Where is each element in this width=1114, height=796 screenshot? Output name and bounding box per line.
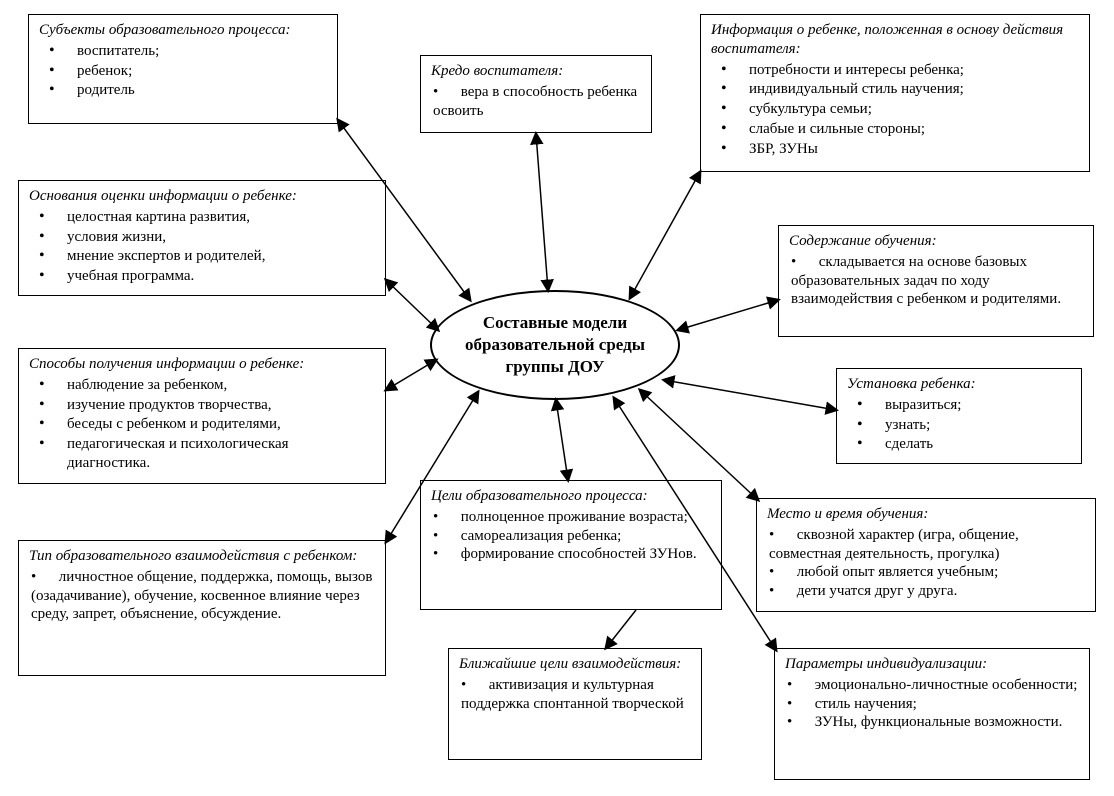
box-interaction-type: Тип образовательного взаимодействия с ре… bbox=[18, 540, 386, 676]
box-title: Основания оценки информации о ребенке: bbox=[29, 187, 375, 206]
list-item: • эмоционально-личностные особенности; bbox=[787, 676, 1079, 695]
box-list: выразиться;узнать;сделать bbox=[847, 396, 1071, 454]
center-node: Составные модели образовательной среды г… bbox=[430, 290, 680, 400]
box-title: Ближайшие цели взаимодействия: bbox=[459, 655, 691, 674]
box-title: Информация о ребенке, положенная в основ… bbox=[711, 21, 1079, 59]
list-item: слабые и сильные стороны; bbox=[715, 120, 1079, 139]
box-goals: Цели образовательного процесса: • полноце… bbox=[420, 480, 722, 610]
list-item: родитель bbox=[43, 81, 327, 100]
box-title: Место и время обучения: bbox=[767, 505, 1085, 524]
box-title: Параметры индивидуализации: bbox=[785, 655, 1079, 674]
box-child-setting: Установка ребенка: выразиться;узнать;сдел… bbox=[836, 368, 1082, 464]
connector bbox=[630, 172, 700, 298]
list-item: потребности и интересы ребенка; bbox=[715, 61, 1079, 80]
box-list: • полноценное проживание возраста;• само… bbox=[431, 508, 711, 564]
list-item: • вера в способность ребенка освоить bbox=[433, 83, 641, 121]
list-item: • полноценное проживание возраста; bbox=[433, 508, 711, 527]
box-near-goals: Ближайшие цели взаимодействия: • активиза… bbox=[448, 648, 702, 760]
list-item: • любой опыт является учебным; bbox=[769, 563, 1085, 582]
list-item: • стиль научения; bbox=[787, 695, 1079, 714]
list-item: мнение экспертов и родителей, bbox=[33, 247, 375, 266]
list-item: беседы с ребенком и родителями, bbox=[33, 415, 375, 434]
list-item: учебная программа. bbox=[33, 267, 375, 286]
connector bbox=[386, 280, 438, 330]
box-list: воспитатель;ребенок;родитель bbox=[39, 42, 327, 100]
list-item: выразиться; bbox=[851, 396, 1071, 415]
box-methods: Способы получения информации о ребенке: н… bbox=[18, 348, 386, 484]
connector bbox=[556, 400, 568, 480]
connector bbox=[664, 380, 836, 410]
box-list: целостная картина развития,условия жизни… bbox=[29, 208, 375, 286]
list-item: сделать bbox=[851, 435, 1071, 454]
list-item: • самореализация ребенка; bbox=[433, 527, 711, 546]
box-list: наблюдение за ребенком,изучение продукто… bbox=[29, 376, 375, 473]
box-title: Установка ребенка: bbox=[847, 375, 1071, 394]
list-item: • личностное общение, поддержка, помощь,… bbox=[31, 568, 375, 624]
box-list: • складывается на основе базовых образов… bbox=[789, 253, 1083, 309]
list-item: индивидуальный стиль научения; bbox=[715, 80, 1079, 99]
box-list: • активизация и культурная поддержка спо… bbox=[459, 676, 691, 714]
box-list: потребности и интересы ребенка;индивидуа… bbox=[711, 61, 1079, 159]
box-title: Содержание обучения: bbox=[789, 232, 1083, 251]
list-item: • активизация и культурная поддержка спо… bbox=[461, 676, 691, 714]
connector bbox=[386, 360, 436, 390]
box-list: • эмоционально-личностные особенности;• … bbox=[785, 676, 1079, 732]
box-title: Субъекты образовательного процесса: bbox=[39, 21, 327, 40]
box-subjects: Субъекты образовательного процесса: воспи… bbox=[28, 14, 338, 124]
list-item: • сквозной характер (игра, общение, совм… bbox=[769, 526, 1085, 564]
list-item: • ЗУНы, функциональные возможности. bbox=[787, 713, 1079, 732]
connector bbox=[678, 300, 778, 330]
box-place-time: Место и время обучения: • сквозной характ… bbox=[756, 498, 1096, 612]
box-list: • сквозной характер (игра, общение, совм… bbox=[767, 526, 1085, 601]
box-credo: Кредо воспитателя: • вера в способность р… bbox=[420, 55, 652, 133]
list-item: наблюдение за ребенком, bbox=[33, 376, 375, 395]
connector bbox=[606, 610, 636, 648]
list-item: • дети учатся друг у друга. bbox=[769, 582, 1085, 601]
list-item: узнать; bbox=[851, 416, 1071, 435]
list-item: целостная картина развития, bbox=[33, 208, 375, 227]
box-title: Цели образовательного процесса: bbox=[431, 487, 711, 506]
box-title: Кредо воспитателя: bbox=[431, 62, 641, 81]
box-content: Содержание обучения: • складывается на ос… bbox=[778, 225, 1094, 337]
box-title: Тип образовательного взаимодействия с ре… bbox=[29, 547, 375, 566]
connector bbox=[536, 134, 548, 290]
list-item: педагогическая и психологическая диагнос… bbox=[33, 435, 375, 473]
box-eval-basis: Основания оценки информации о ребенке: це… bbox=[18, 180, 386, 296]
list-item: условия жизни, bbox=[33, 228, 375, 247]
list-item: • складывается на основе базовых образов… bbox=[791, 253, 1083, 309]
box-individualization: Параметры индивидуализации: • эмоциональн… bbox=[774, 648, 1090, 780]
list-item: • формирование способностей ЗУНов. bbox=[433, 545, 711, 564]
list-item: изучение продуктов творчества, bbox=[33, 396, 375, 415]
list-item: ребенок; bbox=[43, 62, 327, 81]
box-title: Способы получения информации о ребенке: bbox=[29, 355, 375, 374]
list-item: ЗБР, ЗУНы bbox=[715, 140, 1079, 159]
box-list: • вера в способность ребенка освоить bbox=[431, 83, 641, 121]
list-item: субкультура семьи; bbox=[715, 100, 1079, 119]
box-child-info: Информация о ребенке, положенная в основ… bbox=[700, 14, 1090, 172]
box-list: • личностное общение, поддержка, помощь,… bbox=[29, 568, 375, 624]
list-item: воспитатель; bbox=[43, 42, 327, 61]
